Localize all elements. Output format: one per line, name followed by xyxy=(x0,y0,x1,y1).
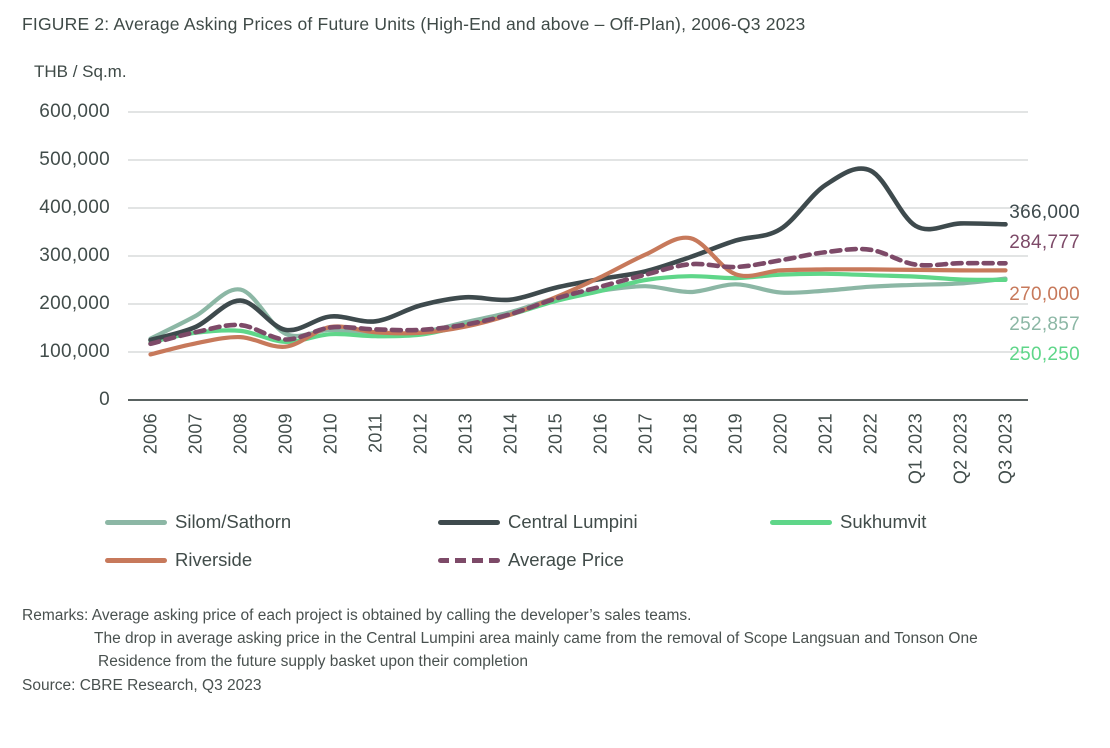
y-axis-tick-label: 400,000 xyxy=(39,197,110,218)
series-line-riverside xyxy=(148,235,1008,357)
x-axis-tick-label: 2007 xyxy=(186,413,206,454)
legend-item-riverside: Riverside xyxy=(105,541,438,579)
source-line: Source: CBRE Research, Q3 2023 xyxy=(22,677,262,694)
x-axis-tick-label: 2018 xyxy=(681,413,701,454)
legend-item-sukhumvit: Sukhumvit xyxy=(770,503,1025,541)
x-axis-tick-label: 2019 xyxy=(726,413,746,454)
y-axis-unit-label: THB / Sq.m. xyxy=(34,62,127,81)
x-axis-tick-label: 2014 xyxy=(501,413,521,454)
remarks-line-1: Remarks: Average asking price of each pr… xyxy=(22,607,692,624)
legend-label-sukhumvit: Sukhumvit xyxy=(840,511,927,532)
remarks-line-2: The drop in average asking price in the … xyxy=(94,630,978,647)
legend-item-central-lumpini: Central Lumpini xyxy=(438,503,770,541)
legend-item-average-price: Average Price xyxy=(438,541,770,579)
series-line-sukhumvit xyxy=(148,271,1008,345)
x-axis-tick-label: 2015 xyxy=(546,413,566,454)
y-axis-tick-label: 500,000 xyxy=(39,149,110,170)
legend-item-silom-sathorn: Silom/Sathorn xyxy=(105,503,438,541)
x-axis-tick-label: 2013 xyxy=(456,413,476,454)
y-axis-tick-label: 300,000 xyxy=(39,245,110,266)
x-axis-tick-label: 2022 xyxy=(861,413,881,454)
x-axis-tick-label: 2006 xyxy=(141,413,161,454)
legend-label-average-price: Average Price xyxy=(508,549,624,570)
end-value-label-sukhumvit: 250,250 xyxy=(1009,344,1080,365)
legend-label-riverside: Riverside xyxy=(175,549,253,570)
x-axis-tick-label: 2009 xyxy=(276,413,296,454)
legend-swatch-sukhumvit xyxy=(770,519,832,525)
x-axis-tick-label: 2017 xyxy=(636,413,656,454)
legend-label-silom-sathorn: Silom/Sathorn xyxy=(175,511,292,532)
x-axis-tick-label: Q3 2023 xyxy=(996,413,1016,484)
legend-label-central-lumpini: Central Lumpini xyxy=(508,511,638,532)
chart-area: 2006 2007 2008 2009 2010 2011 2012 2013 2014 2015… xyxy=(39,101,1080,484)
x-axis-tick-label: 2010 xyxy=(321,413,341,454)
series-line-central-lumpini xyxy=(148,166,1008,343)
x-axis-tick-label: 2021 xyxy=(816,413,836,454)
y-axis-tick-label: 0 xyxy=(99,389,110,410)
x-axis-tick-label: Q1 2023 xyxy=(906,413,926,484)
x-axis-tick-label: 2016 xyxy=(591,413,611,454)
x-axis-tick-label: Q2 2023 xyxy=(951,413,971,484)
x-axis-tick-label: 2008 xyxy=(231,413,251,454)
x-axis-tick-label: 2011 xyxy=(366,413,386,453)
legend-swatch-central-lumpini xyxy=(438,519,500,525)
legend-swatch-riverside xyxy=(105,557,167,563)
legend-swatch-average-price xyxy=(438,557,500,563)
remarks-line-3: Residence from the future supply basket … xyxy=(98,653,528,670)
y-axis-tick-label: 100,000 xyxy=(39,341,110,362)
end-value-label-average-price: 284,777 xyxy=(1009,232,1080,253)
end-value-label-silom-sathorn: 252,857 xyxy=(1009,314,1080,335)
end-value-label-riverside: 270,000 xyxy=(1009,284,1080,305)
price-trend-chart: 2006 2007 2008 2009 2010 2011 2012 2013 2014 2015… xyxy=(128,111,1028,484)
y-axis-tick-label: 600,000 xyxy=(39,101,110,122)
x-axis-tick-label: 2020 xyxy=(771,413,791,454)
x-axis-tick-label: 2012 xyxy=(411,413,431,454)
y-axis-tick-label: 200,000 xyxy=(39,293,110,314)
chart-legend: Silom/Sathorn Central Lumpini Sukhumvit Riv… xyxy=(105,503,1025,579)
end-value-label-central-lumpini: 366,000 xyxy=(1009,202,1080,223)
figure-title: FIGURE 2: Average Asking Prices of Futur… xyxy=(22,14,806,34)
legend-swatch-silom-sathorn xyxy=(105,519,167,525)
series-line-average-price xyxy=(148,246,1008,347)
